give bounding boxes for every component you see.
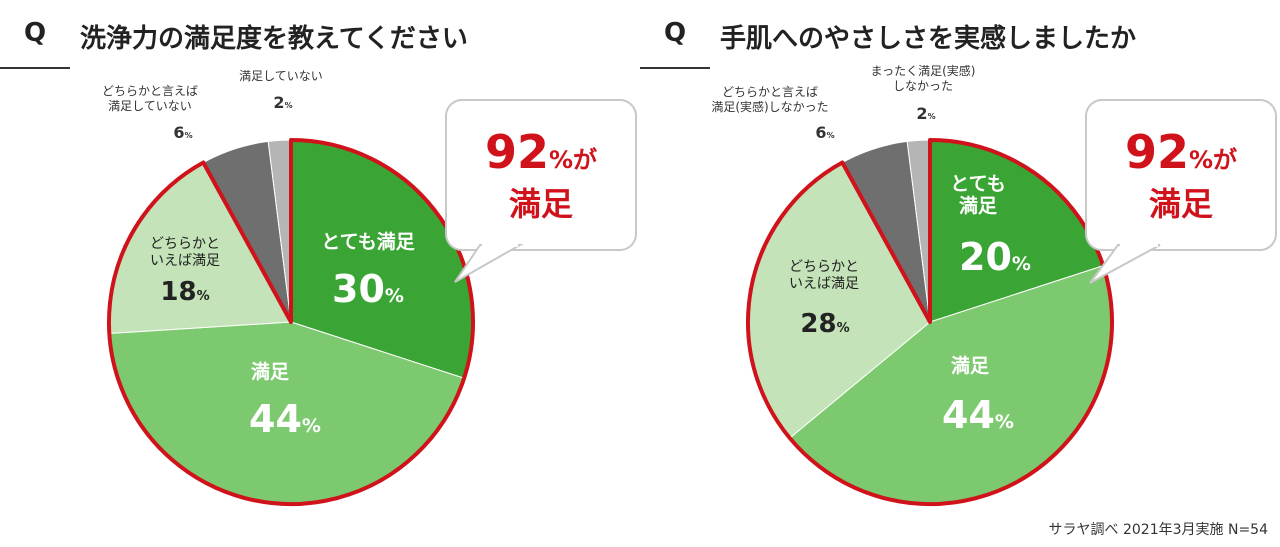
slice-label: どちらかと言えば満足していない [102, 84, 198, 113]
slice-value: 44% [249, 397, 321, 441]
pie-chart-right: とても満足 20% 満足 44% どちらかといえば満足 28% どちらかと言えば満足(実感)… [711, 63, 1277, 506]
slice-label: とても満足 [321, 231, 415, 253]
callout-percent: 92%が [1125, 125, 1237, 179]
slice-value: 28% [800, 309, 849, 339]
slice-label: 満足 [251, 361, 290, 383]
slice-value: 18% [160, 277, 209, 307]
slice-label: まったく満足(実感)しなかった [871, 63, 976, 93]
slice-label: どちらかといえば満足 [150, 236, 220, 269]
chart-title: 手肌へのやさしさを実感しましたか [720, 24, 1137, 54]
callout-caption: 満足 [1149, 185, 1213, 223]
question-marker: Q [24, 18, 47, 48]
satisfied-group-outline [107, 138, 475, 506]
slice-value: 2% [916, 104, 935, 123]
callout-bubble: 92%が満足 [1085, 99, 1277, 284]
chart-title: 洗浄力の満足度を教えてください [80, 24, 468, 54]
pie-chart-left: とても満足 30% 満足 44% どちらかといえば満足 18% どちらかと言えば満足していな… [102, 69, 637, 506]
slice-label: どちらかといえば満足 [789, 259, 859, 292]
slice-value: 6% [815, 123, 834, 142]
callout-percent: 92%が [485, 125, 597, 179]
slice-value: 6% [173, 123, 192, 142]
question-underline [0, 67, 70, 69]
satisfied-group-outline [746, 138, 1114, 506]
slice-label: とても満足 [950, 173, 1005, 217]
slice-label: 満足 [951, 355, 990, 377]
question-marker: Q [664, 18, 687, 48]
slice-value: 44% [942, 393, 1014, 437]
slice-label: どちらかと言えば満足(実感)しなかった [711, 85, 828, 114]
source-note: サラヤ調べ 2021年3月実施 N=54 [1048, 522, 1268, 538]
chart-panel-left: Q 洗浄力の満足度を教えてください とても満足 30% 満足 44% どちらかといえば満… [0, 18, 637, 506]
slice-value: 30% [332, 267, 404, 311]
question-underline [640, 67, 710, 69]
slice-value: 20% [959, 235, 1031, 279]
slice-value: 2% [273, 93, 292, 112]
callout-caption: 満足 [509, 185, 573, 223]
callout-bubble: 92%が満足 [445, 99, 637, 283]
slice-label: 満足していない [239, 69, 323, 83]
chart-panel-right: Q 手肌へのやさしさを実感しましたか とても満足 20% 満足 44% どちらかといえば… [640, 0, 1280, 547]
